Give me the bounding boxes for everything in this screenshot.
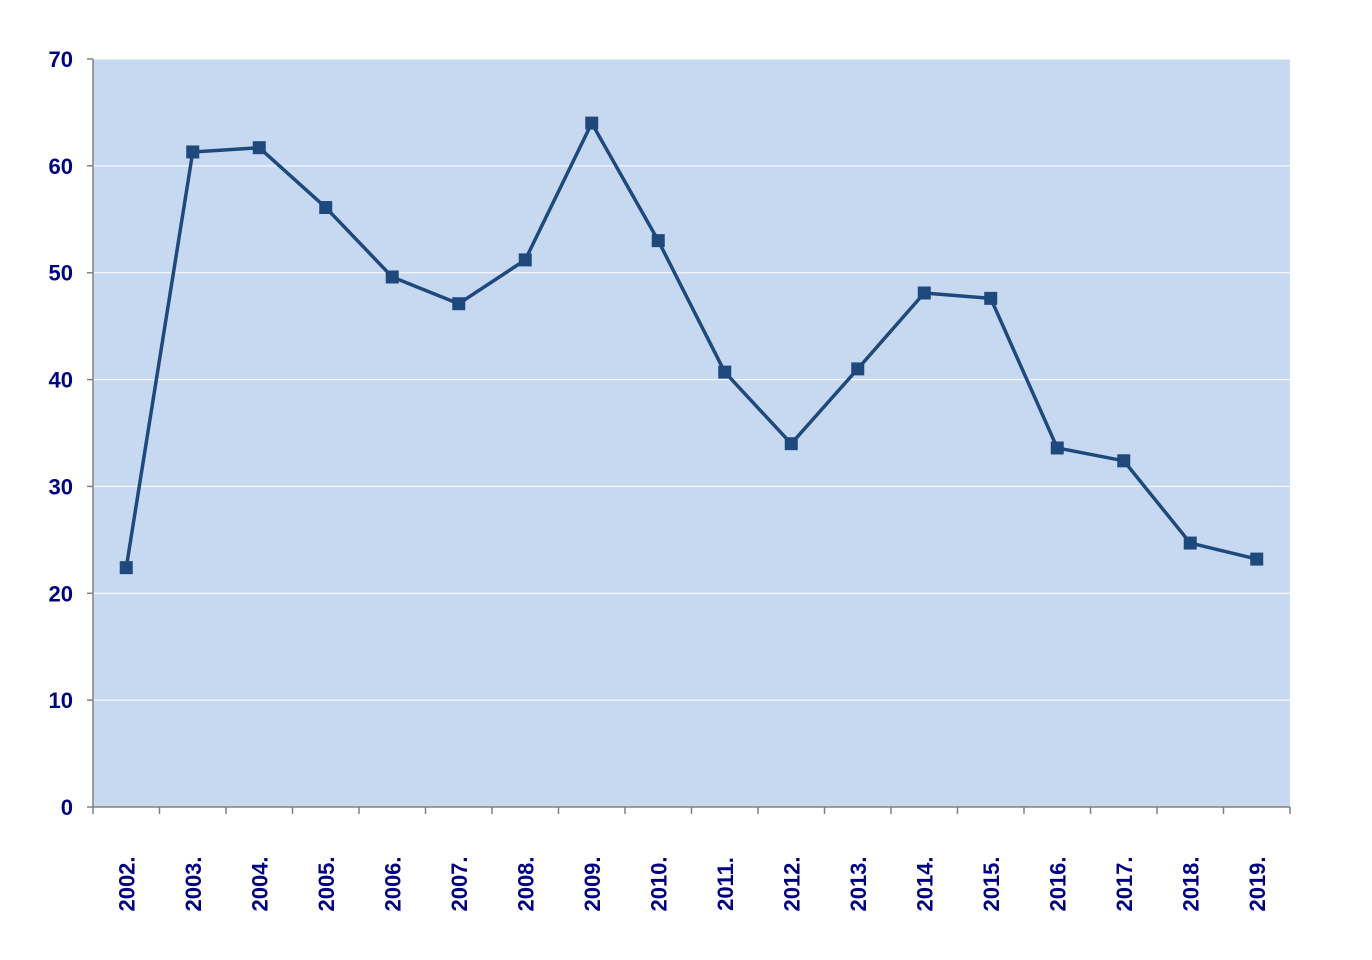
y-tick-label: 30 [49, 474, 73, 499]
x-tick-label: 2005. [314, 856, 339, 911]
data-point-marker [851, 362, 865, 376]
x-tick-label: 2007. [447, 856, 472, 911]
y-tick-label: 0 [61, 795, 73, 820]
x-tick-label: 2003. [181, 856, 206, 911]
y-tick-label: 60 [49, 154, 73, 179]
plot-area [93, 59, 1290, 807]
x-tick-label: 2017. [1112, 856, 1137, 911]
series-line [124, 121, 1258, 568]
x-tick-label: 2018. [1178, 856, 1203, 911]
x-tick-label: 2010. [646, 856, 671, 911]
y-tick-label: 20 [49, 581, 73, 606]
data-point-marker [518, 253, 532, 267]
x-tick-label: 2004. [247, 856, 272, 911]
data-point-marker [784, 437, 798, 451]
x-tick-label: 2014. [912, 856, 937, 911]
data-point-marker [651, 234, 665, 248]
x-tick-label: 2009. [580, 856, 605, 911]
data-point-marker [1183, 536, 1197, 550]
data-point-marker [1250, 552, 1264, 566]
x-tick-label: 2015. [979, 856, 1004, 911]
y-axis-tick-labels: 0 10 20 30 40 50 60 70 [49, 47, 73, 820]
x-tick-label: 2002. [114, 856, 139, 911]
data-point-marker [119, 561, 133, 575]
axes [87, 58, 1291, 814]
data-point-marker [917, 286, 931, 300]
y-tick-label: 70 [49, 47, 73, 72]
data-point-marker [186, 145, 200, 159]
x-tick-label: 2006. [380, 856, 405, 911]
x-axis-tick-labels: 2002. 2003. 2004. 2005. 2006. 2007. 2008. 2009.… [114, 856, 1270, 911]
y-tick-label: 50 [49, 261, 73, 286]
x-tick-label: 2012. [779, 856, 804, 911]
gridlines [93, 58, 1290, 701]
data-point-marker [984, 291, 998, 305]
data-point-marker [319, 201, 333, 215]
data-point-marker [585, 116, 599, 130]
y-tick-label: 40 [49, 368, 73, 393]
series [119, 116, 1264, 575]
x-tick-label: 2016. [1045, 856, 1070, 911]
x-tick-label: 2013. [846, 856, 871, 911]
x-tick-label: 2019. [1245, 856, 1270, 911]
data-point-marker [385, 270, 399, 284]
x-tick-label: 2011. [713, 857, 738, 911]
data-point-marker [718, 365, 732, 379]
data-point-marker [452, 297, 466, 311]
x-tick-label: 2008. [513, 856, 538, 911]
data-point-marker [1050, 441, 1064, 455]
data-point-marker [252, 141, 266, 155]
data-point-marker [1117, 454, 1131, 468]
y-tick-label: 10 [49, 688, 73, 713]
